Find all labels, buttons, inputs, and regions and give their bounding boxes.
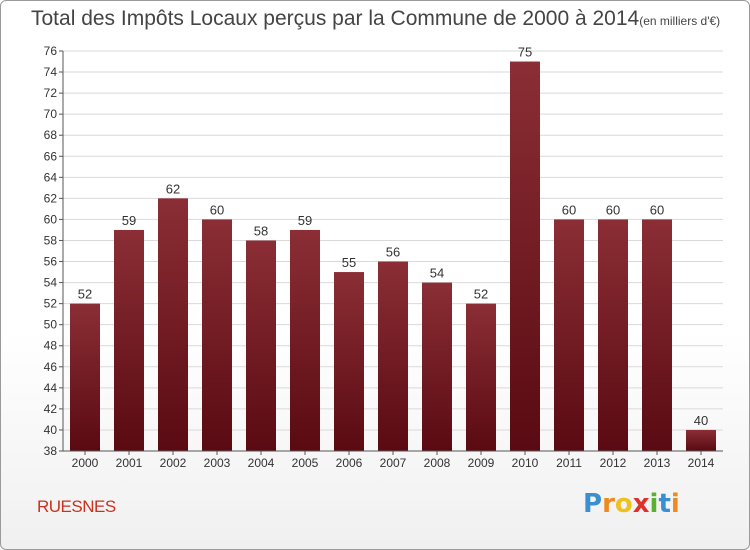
y-tick-label: 64	[44, 170, 58, 184]
x-tick-label: 2001	[116, 456, 143, 470]
bar-2000	[70, 303, 100, 451]
y-tick-label: 44	[44, 381, 58, 395]
x-tick-label: 2013	[644, 456, 671, 470]
y-tick-label: 76	[44, 44, 58, 58]
y-tick-label: 70	[44, 107, 58, 121]
commune-name: RUESNES	[37, 497, 116, 516]
logo-letter: t	[658, 489, 671, 519]
data-label-2011: 60	[562, 202, 576, 217]
chart-title: Total des Impôts Locaux perçus par la Co…	[31, 7, 720, 31]
data-label-2002: 62	[166, 181, 180, 196]
data-label-2014: 40	[694, 413, 708, 428]
data-label-2009: 52	[474, 287, 488, 302]
data-label-2008: 54	[430, 266, 444, 281]
data-label-2001: 59	[122, 213, 136, 228]
data-label-2013: 60	[650, 202, 664, 217]
x-tick-label: 2007	[380, 456, 407, 470]
bar-2014	[686, 429, 716, 451]
y-tick-label: 72	[44, 86, 58, 100]
y-tick-label: 52	[44, 297, 58, 311]
bar-2006	[334, 272, 364, 451]
y-tick-label: 58	[44, 233, 58, 247]
y-tick-label: 40	[44, 423, 58, 437]
x-tick-label: 2005	[292, 456, 319, 470]
y-tick-label: 68	[44, 128, 58, 142]
bar-2013	[642, 219, 672, 451]
data-label-2004: 58	[254, 223, 268, 238]
y-tick-label: 62	[44, 191, 58, 205]
y-tick-label: 50	[44, 318, 58, 332]
bar-2008	[422, 282, 452, 451]
logo-letter: i	[649, 489, 659, 519]
bar-2012	[598, 219, 628, 451]
data-label-2000: 52	[78, 287, 92, 302]
logo-letter: i	[670, 489, 680, 519]
data-label-2012: 60	[606, 202, 620, 217]
x-tick-label: 2004	[248, 456, 275, 470]
bar-2002	[158, 198, 188, 451]
bar-2001	[114, 229, 144, 451]
bar-2010	[510, 61, 540, 452]
y-tick-label: 42	[44, 402, 58, 416]
y-tick-label: 54	[44, 276, 58, 290]
x-tick-label: 2011	[556, 456, 582, 470]
x-tick-label: 2012	[600, 456, 627, 470]
data-label-2005: 59	[298, 213, 312, 228]
logo-letter: o	[614, 489, 633, 519]
x-tick-label: 2010	[512, 456, 539, 470]
logo-letter: x	[632, 489, 650, 519]
x-tick-label: 2014	[688, 456, 715, 470]
data-label-2003: 60	[210, 202, 224, 217]
chart-title-unit: (en milliers d'€)	[639, 14, 721, 28]
data-label-2006: 55	[342, 255, 356, 270]
x-tick-label: 2008	[424, 456, 451, 470]
logo-letter: P	[583, 489, 603, 519]
data-label-2010: 75	[518, 45, 532, 60]
chart-title-text: Total des Impôts Locaux perçus par la Co…	[31, 7, 640, 30]
x-tick-label: 2002	[160, 456, 187, 470]
x-tick-label: 2009	[468, 456, 495, 470]
y-tick-label: 60	[44, 212, 58, 226]
x-tick-label: 2003	[204, 456, 231, 470]
bar-2007	[378, 261, 408, 451]
x-tick-label: 2000	[72, 456, 99, 470]
y-tick-label: 48	[44, 339, 58, 353]
y-tick-label: 56	[44, 255, 58, 269]
y-tick-label: 66	[44, 149, 58, 163]
data-label-2007: 56	[386, 245, 400, 260]
bar-2003	[202, 219, 232, 451]
y-tick-label: 74	[44, 65, 58, 79]
bar-2004	[246, 240, 276, 451]
bar-2009	[466, 303, 496, 451]
bar-2005	[290, 229, 320, 451]
proxiti-logo: Proxiti	[583, 489, 680, 519]
y-tick-label: 46	[44, 360, 58, 374]
y-tick-label: 38	[44, 444, 58, 458]
logo-letter: r	[602, 489, 615, 519]
x-tick-label: 2006	[336, 456, 363, 470]
bar-2011	[554, 219, 584, 451]
